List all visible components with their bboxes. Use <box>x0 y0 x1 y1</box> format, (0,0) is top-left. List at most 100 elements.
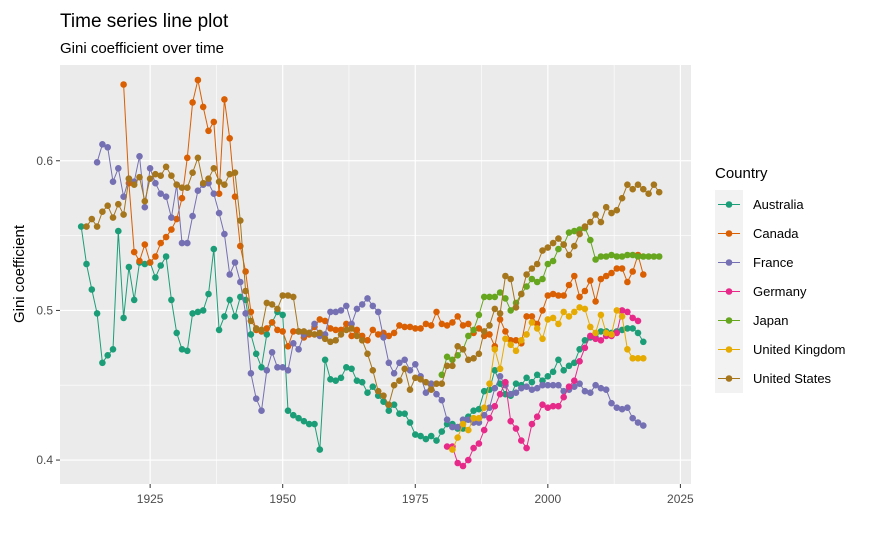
data-point <box>581 287 589 295</box>
data-point <box>555 245 562 253</box>
data-point <box>634 317 642 325</box>
data-point <box>290 340 297 347</box>
data-point <box>364 337 371 344</box>
data-point <box>380 334 387 341</box>
data-point <box>184 184 191 191</box>
data-point <box>454 423 462 431</box>
data-point <box>539 401 546 409</box>
axes: 1925 1950 1975 2000 2025 0.4 0.5 0.6 <box>36 154 694 506</box>
legend-label: Canada <box>753 226 799 241</box>
data-point <box>130 181 138 188</box>
data-point <box>438 380 446 388</box>
data-point <box>544 244 552 251</box>
data-point <box>284 292 292 299</box>
data-point <box>252 350 260 358</box>
data-point <box>438 320 446 328</box>
data-point <box>544 292 552 299</box>
data-point <box>337 374 345 382</box>
data-point <box>618 307 626 314</box>
data-point <box>433 380 440 388</box>
data-point <box>332 326 340 334</box>
data-point <box>634 419 642 426</box>
data-point <box>592 211 599 218</box>
data-point <box>422 378 430 386</box>
data-point <box>480 328 488 335</box>
data-point <box>571 383 578 391</box>
data-point <box>544 260 552 268</box>
data-point <box>231 313 239 320</box>
data-point <box>613 329 621 337</box>
data-point <box>194 187 202 194</box>
data-point <box>353 326 361 334</box>
data-point <box>608 209 615 217</box>
data-point <box>571 359 578 367</box>
data-point <box>592 381 599 389</box>
data-point <box>475 325 483 332</box>
data-point <box>311 420 318 428</box>
data-point <box>210 190 218 197</box>
data-point <box>613 253 621 260</box>
data-point <box>465 456 472 464</box>
data-point <box>412 361 419 368</box>
data-point <box>396 322 403 329</box>
data-point <box>613 307 621 314</box>
data-point <box>120 81 127 88</box>
data-point <box>549 257 557 265</box>
data-point <box>422 435 430 443</box>
data-point <box>141 203 149 211</box>
data-point <box>316 329 324 337</box>
data-point <box>205 290 212 298</box>
data-point <box>184 154 191 162</box>
data-point <box>215 178 223 185</box>
data-point <box>465 332 472 340</box>
legend: Country Australia Canada France Germany Japa… <box>715 165 846 393</box>
legend-label: Japan <box>753 313 788 328</box>
data-point <box>327 308 334 316</box>
data-point <box>502 328 509 335</box>
data-point <box>624 278 631 286</box>
data-point <box>157 172 164 179</box>
data-point <box>544 381 552 389</box>
data-point <box>587 236 594 244</box>
data-point <box>624 251 631 259</box>
grid-lines <box>60 65 691 484</box>
data-point <box>618 265 626 272</box>
data-point <box>168 296 175 304</box>
data-point <box>194 308 202 316</box>
data-point <box>258 326 265 334</box>
legend-label: United Kingdom <box>753 342 846 357</box>
data-point <box>459 462 467 470</box>
data-point <box>512 425 520 432</box>
data-point <box>358 378 366 386</box>
data-point <box>587 332 594 340</box>
data-point <box>237 293 244 301</box>
series-united-kingdom <box>449 304 647 453</box>
data-point <box>353 305 361 313</box>
data-point <box>109 214 117 221</box>
data-point <box>321 335 329 343</box>
data-point <box>104 352 111 359</box>
data-point <box>533 325 541 332</box>
legend-item-germany: Germany <box>718 284 807 299</box>
data-point <box>215 209 223 217</box>
legend-label: Germany <box>753 284 807 299</box>
data-point <box>168 172 175 179</box>
data-point <box>618 194 626 202</box>
data-point <box>512 337 520 344</box>
data-point <box>507 275 514 283</box>
data-point <box>549 402 557 410</box>
data-point <box>136 173 143 181</box>
data-point <box>327 376 334 383</box>
data-point <box>528 275 536 283</box>
data-point <box>507 307 514 314</box>
data-point <box>374 308 382 316</box>
data-point <box>449 423 456 431</box>
data-point <box>199 103 207 111</box>
data-point <box>523 331 530 338</box>
data-point <box>502 378 509 386</box>
data-point <box>210 245 218 253</box>
data-point <box>247 331 255 338</box>
data-point <box>316 446 324 453</box>
data-point <box>99 359 106 367</box>
data-point <box>152 179 159 187</box>
